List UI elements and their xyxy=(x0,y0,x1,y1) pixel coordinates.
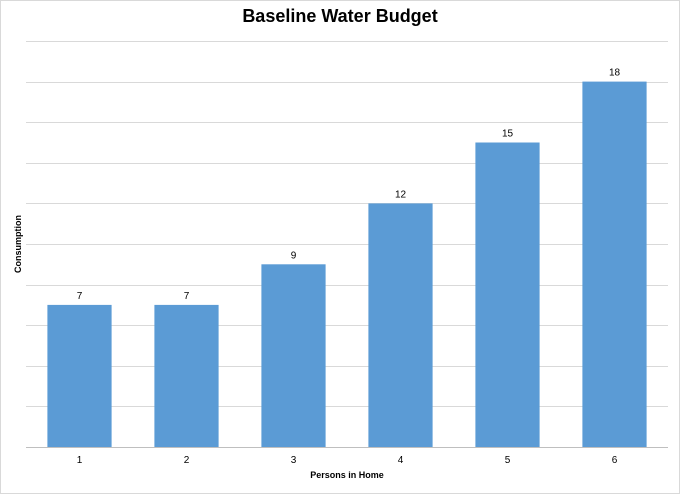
bar-2 xyxy=(154,304,219,447)
data-labels: 7 7 9 12 15 18 xyxy=(77,68,621,302)
x-tick-labels: 1 2 3 4 5 6 xyxy=(77,455,618,466)
data-label-5: 15 xyxy=(502,129,514,140)
chart-title: Baseline Water Budget xyxy=(242,6,438,26)
data-label-4: 12 xyxy=(395,189,407,200)
x-tick-label-4: 4 xyxy=(398,455,404,466)
data-label-1: 7 xyxy=(77,291,83,302)
data-label-3: 9 xyxy=(291,250,297,261)
data-label-2: 7 xyxy=(184,291,190,302)
bar-6 xyxy=(582,81,647,447)
x-axis-title: Persons in Home xyxy=(310,470,384,480)
bar-3 xyxy=(261,264,326,447)
x-tick-label-1: 1 xyxy=(77,455,83,466)
bars xyxy=(47,81,647,447)
gridlines xyxy=(26,41,668,448)
x-tick-label-2: 2 xyxy=(184,455,190,466)
bar-4 xyxy=(368,203,433,447)
data-label-6: 18 xyxy=(609,68,621,79)
x-tick-label-6: 6 xyxy=(612,455,618,466)
bar-1 xyxy=(47,304,112,447)
y-axis-title: Consumption xyxy=(13,215,23,273)
x-tick-label-5: 5 xyxy=(505,455,511,466)
bar-5 xyxy=(475,142,540,447)
x-tick-label-3: 3 xyxy=(291,455,297,466)
